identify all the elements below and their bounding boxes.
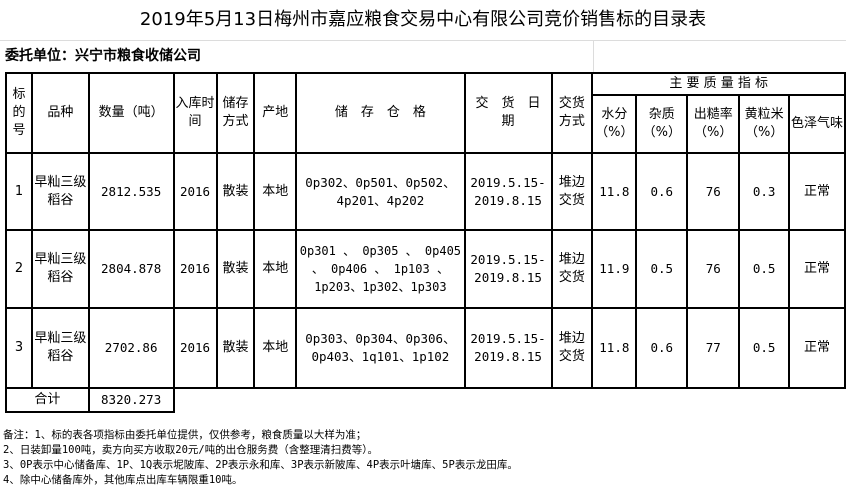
cell-color: 正常 [788, 152, 846, 231]
cell-delivery: 堆边交货 [550, 307, 594, 389]
table-row: 1 早籼三级稻谷 2812.535 2016 散装 本地 0p302、0p501… [5, 152, 846, 231]
note-2: 2、日装卸量100吨，卖方向买方收取20元/吨的出仓服务费（含整理清扫费等）。 [3, 444, 378, 456]
cell-quantity: 2702.86 [87, 307, 175, 389]
cell-mode: 散装 [215, 307, 256, 389]
cell-variety: 早籼三级稻谷 [30, 229, 90, 309]
cell-warehouse: 0p303、0p304、0p306、0p403、1q101、1p102 [295, 307, 466, 389]
total-label: 合计 [5, 387, 90, 413]
cell-husking: 76 [686, 229, 741, 309]
cell-delivery: 堆边交货 [550, 229, 594, 309]
header-yellow-rice: 黄粒米（%） [738, 94, 791, 154]
table-row: 3 早籼三级稻谷 2702.86 2016 散装 本地 0p303、0p304、… [5, 307, 846, 389]
cell-variety: 早籼三级稻谷 [30, 152, 90, 231]
cell-origin: 本地 [253, 152, 298, 231]
header-color-odor: 色泽气味 [788, 94, 846, 154]
cell-year: 2016 [172, 229, 218, 309]
note-4: 4、除中心储备库外，其他库点出库车辆限重10吨。 [3, 474, 243, 486]
cell-color: 正常 [788, 307, 846, 389]
cell-lot: 1 [5, 152, 33, 231]
header-lot-no: 标的号 [5, 72, 33, 154]
cell-year: 2016 [172, 307, 218, 389]
total-quantity: 8320.273 [87, 387, 175, 413]
cell-lot: 3 [5, 307, 33, 389]
header-quantity: 数量（吨） [87, 72, 175, 154]
cell-quantity: 2812.535 [87, 152, 175, 231]
cell-date: 2019.5.15-2019.8.15 [463, 229, 553, 309]
cell-delivery: 堆边交货 [550, 152, 594, 231]
header-origin: 产地 [253, 72, 298, 154]
header-impurity: 杂质（%） [635, 94, 689, 154]
cell-yellow: 0.5 [738, 307, 791, 389]
cell-yellow: 0.5 [738, 229, 791, 309]
cell-moisture: 11.9 [591, 229, 638, 309]
cell-origin: 本地 [253, 307, 298, 389]
client-unit: 委托单位：兴宁市粮食收储公司 [5, 48, 201, 64]
cell-date: 2019.5.15-2019.8.15 [463, 152, 553, 231]
cell-yellow: 0.3 [738, 152, 791, 231]
cell-moisture: 11.8 [591, 152, 638, 231]
cell-quantity: 2804.878 [87, 229, 175, 309]
lot-table: 标的号 品种 数量（吨） 入库时间 储存方式 产地 储 存 仓 格 交 货 日 … [5, 72, 846, 413]
cell-lot: 2 [5, 229, 33, 309]
header-storage-time: 入库时间 [172, 72, 218, 154]
header-delivery-mode: 交货方式 [550, 72, 594, 154]
header-delivery-date: 交 货 日 期 [463, 72, 553, 154]
cell-date: 2019.5.15-2019.8.15 [463, 307, 553, 389]
note-1: 备注：1、标的表各项指标由委托单位提供，仅供参考，粮食质量以大样为准； [3, 429, 367, 441]
header-husking-rate: 出糙率（%） [686, 94, 741, 154]
header-variety: 品种 [30, 72, 90, 154]
header-moisture: 水分（%） [591, 94, 638, 154]
notes: 备注：1、标的表各项指标由委托单位提供，仅供参考，粮食质量以大样为准； 2、日装… [3, 428, 518, 488]
total-row: 合计 8320.273 [5, 387, 845, 413]
cell-variety: 早籼三级稻谷 [30, 307, 90, 389]
cell-warehouse: 0p302、0p501、0p502、4p201、4p202 [295, 152, 466, 231]
cell-warehouse: 0p301 、 0p305 、 0p405 、 0p406 、 1p103 、1… [295, 229, 466, 309]
cell-mode: 散装 [215, 152, 256, 231]
page-title: 2019年5月13日梅州市嘉应粮食交易中心有限公司竞价销售标的目录表 [139, 9, 707, 30]
cell-moisture: 11.8 [591, 307, 638, 389]
cell-impurity: 0.5 [635, 229, 689, 309]
cell-impurity: 0.6 [635, 307, 689, 389]
header-quality-group: 主 要 质 量 指 标 [591, 72, 846, 96]
cell-year: 2016 [172, 152, 218, 231]
header-warehouse: 储 存 仓 格 [295, 72, 466, 154]
cell-mode: 散装 [215, 229, 256, 309]
cell-origin: 本地 [253, 229, 298, 309]
note-3: 3、0P表示中心储备库、1P、1Q表示坭陂库、2P表示永和库、3P表示新陂库、4… [3, 459, 518, 471]
header-storage-mode: 储存方式 [215, 72, 256, 154]
table-row: 2 早籼三级稻谷 2804.878 2016 散装 本地 0p301 、 0p3… [5, 229, 846, 309]
cell-color: 正常 [788, 229, 846, 309]
cell-husking: 77 [686, 307, 741, 389]
cell-husking: 76 [686, 152, 741, 231]
cell-impurity: 0.6 [635, 152, 689, 231]
